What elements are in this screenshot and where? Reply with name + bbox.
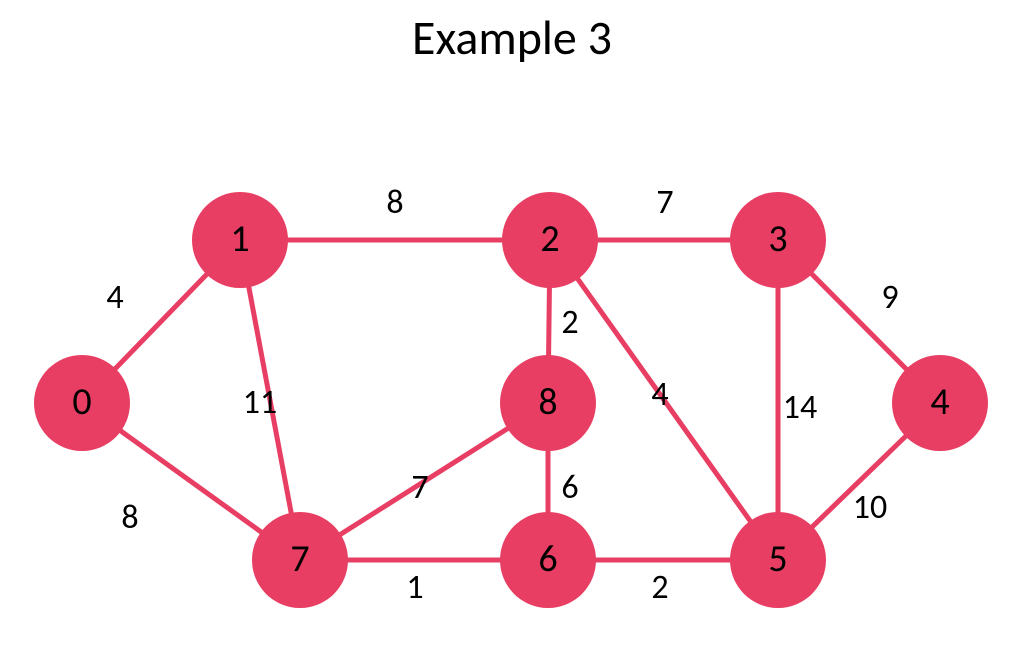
edge-weight-0-1: 4	[106, 277, 123, 318]
edge-weight-2-3: 7	[656, 182, 673, 223]
node-label-2: 2	[540, 216, 559, 262]
edge-weight-5-6: 2	[651, 567, 668, 608]
edge-weight-1-2: 8	[386, 182, 403, 223]
node-label-4: 4	[930, 379, 949, 425]
edge-weight-4-5: 10	[853, 487, 887, 528]
graph-diagram: 4 8 8 11 7 2 4 9 14 10 2 1 6 7 0 1 2 3 4 5 6 7 8	[0, 0, 1024, 660]
edge-weight-6-7: 1	[406, 567, 423, 608]
edge-weight-2-8: 2	[561, 302, 578, 343]
edge-weight-7-8: 7	[411, 467, 428, 508]
node-label-8: 8	[538, 379, 557, 425]
node-label-6: 6	[538, 536, 557, 582]
node-label-3: 3	[768, 216, 787, 262]
node-label-1: 1	[230, 216, 249, 262]
edge-weight-3-4: 9	[881, 277, 898, 318]
edge-weight-1-7: 11	[243, 382, 277, 423]
edge-weight-3-5: 14	[783, 387, 817, 428]
edge-weight-6-8: 6	[561, 467, 578, 508]
node-label-7: 7	[290, 536, 309, 582]
node-label-5: 5	[768, 536, 787, 582]
edge-weight-0-7: 8	[121, 497, 138, 538]
node-label-0: 0	[72, 379, 91, 425]
edge-weight-2-5: 4	[651, 374, 668, 415]
